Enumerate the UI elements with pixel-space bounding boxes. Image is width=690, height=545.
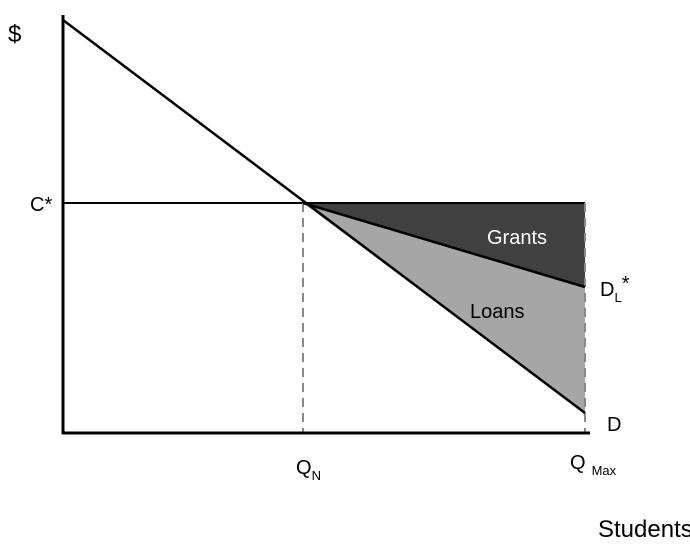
dl-line [302,201,586,289]
qn-main: Q [296,457,312,479]
dl-main: D [600,279,614,301]
price-label: C* [30,194,52,216]
demand-label: D [607,414,621,436]
demand-line [62,19,586,414]
grants-label: Grants [487,227,547,249]
dl-sub: L [614,290,621,305]
qmax-main: Q [570,452,586,474]
qmax-sub: Max [592,463,617,478]
dl-suffix: * [622,273,630,295]
qmax-label: Q Max [570,452,617,478]
x-axis-label: Students [598,516,690,543]
qn-label: QN [296,457,321,483]
qn-sub: N [312,468,321,483]
loans-label: Loans [470,301,525,323]
y-axis-label: $ [8,21,21,48]
dl-label: DL* [600,273,630,305]
